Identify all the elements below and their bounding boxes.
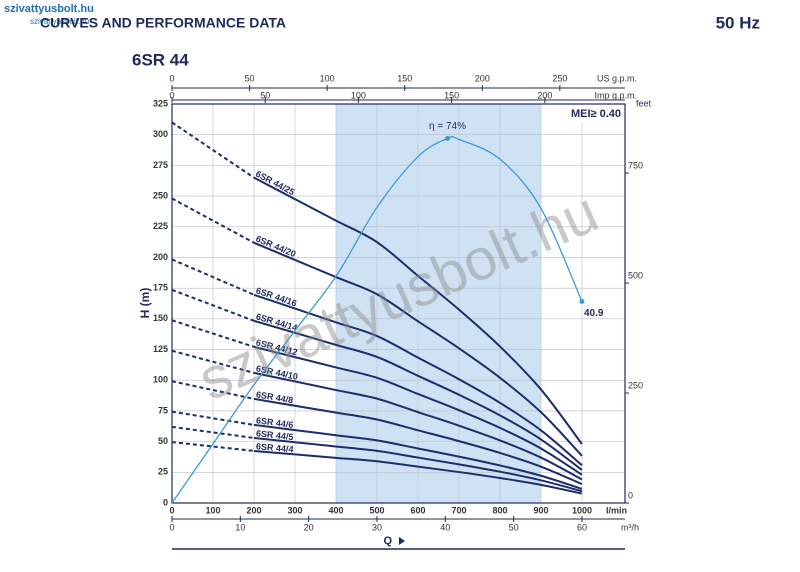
y-tick-label: 250 — [153, 190, 168, 200]
x-tick-label: 400 — [328, 505, 343, 515]
y-tick-label: 0 — [163, 497, 168, 507]
y-tick-label: 175 — [153, 283, 168, 293]
pump-curve — [253, 449, 583, 495]
top-tick-label: 100 — [351, 90, 366, 100]
y-tick-label: 50 — [158, 436, 168, 446]
y2-tick-label: 750 — [628, 160, 643, 170]
y-tick-label: 325 — [153, 98, 168, 108]
pump-curve — [171, 380, 255, 400]
mei-box — [557, 105, 624, 122]
bottom-tick-label: 60 — [577, 522, 587, 532]
bottom-tick-label: 10 — [235, 522, 245, 532]
efficiency-end-label: 40.9 — [584, 308, 604, 319]
y2-tick-label: 0 — [628, 490, 633, 500]
top-tick-label: 150 — [444, 90, 459, 100]
x-tick-label: 1000 — [572, 505, 592, 515]
x-tick-label: 200 — [246, 505, 261, 515]
top-axis-label: Imp g.p.m. — [594, 90, 637, 100]
pump-curve — [171, 288, 255, 322]
top-tick-label: 200 — [475, 73, 490, 83]
pump-curve — [253, 293, 583, 467]
x-tick-label: 600 — [410, 505, 425, 515]
y-tick-label: 25 — [158, 467, 168, 477]
curve-label: 6SR 44/25 — [254, 169, 296, 198]
pump-curve — [171, 425, 255, 439]
bottom-tick-label: 40 — [440, 522, 450, 532]
x-tick-label: 800 — [492, 505, 507, 515]
y-tick-label: 100 — [153, 375, 168, 385]
top-tick-label: 100 — [320, 73, 335, 83]
model: 6SR 44 — [132, 50, 189, 69]
pump-curve — [253, 345, 583, 476]
pump-curve — [171, 410, 255, 426]
arrow — [399, 537, 405, 545]
pump-curve — [253, 319, 583, 471]
y-tick-label: 200 — [153, 252, 168, 262]
plot-frame — [171, 103, 626, 504]
top-tick-label: 0 — [169, 73, 174, 83]
efficiency-point — [444, 135, 450, 141]
pump-curve — [253, 423, 583, 490]
x2-unit: m³/h — [621, 522, 639, 532]
bottom-tick-label: 0 — [169, 522, 174, 532]
pump-curve — [253, 371, 583, 481]
x-tick-label: 900 — [533, 505, 548, 515]
curve-label: 6SR 44/6 — [255, 415, 293, 430]
mei: MEI≥ 0.40 — [571, 108, 621, 120]
y2-tick-label: 500 — [628, 270, 643, 280]
y2-axis-label: feet — [636, 98, 652, 108]
x-tick-label: 500 — [369, 505, 384, 515]
pump-curve — [171, 349, 255, 374]
x-tick-label: 100 — [205, 505, 220, 515]
y-tick-label: 150 — [153, 313, 168, 323]
brand-small: szivattyusbolt.hu — [30, 17, 89, 26]
pump-curve — [171, 441, 255, 452]
top-tick-label: 200 — [537, 90, 552, 100]
x-unit: l/min — [606, 505, 627, 515]
efficiency-peak-label: η = 74% — [429, 121, 466, 132]
pump-curve — [253, 241, 583, 457]
pump-curve — [253, 436, 583, 493]
y-tick-label: 275 — [153, 160, 168, 170]
top-tick-label: 150 — [397, 73, 412, 83]
bottom-tick-label: 30 — [372, 522, 382, 532]
efficiency-curve — [171, 135, 583, 504]
efficiency-point — [579, 299, 585, 305]
x-tick-label: 700 — [451, 505, 466, 515]
x-tick-label: 0 — [169, 505, 174, 515]
x-tick-label: 300 — [287, 505, 302, 515]
top-tick-label: 50 — [245, 73, 255, 83]
bottom-tick-label: 50 — [509, 522, 519, 532]
pump-curve — [253, 176, 583, 445]
pump-curve — [171, 319, 255, 348]
pump-curve — [171, 121, 255, 179]
y-tick-label: 125 — [153, 344, 168, 354]
y-tick-label: 75 — [158, 405, 168, 415]
pump-curve — [171, 258, 255, 296]
brand: szivattyusbolt.hu — [4, 3, 94, 15]
top-axis-label: US g.p.m. — [597, 73, 637, 83]
curve-label: 6SR 44/4 — [256, 441, 294, 454]
y-tick-label: 225 — [153, 221, 168, 231]
top-tick-label: 0 — [169, 90, 174, 100]
pump-curve — [253, 397, 583, 486]
chart-title: CURVES AND PERFORMANCE DATA — [40, 15, 286, 31]
x-axis-label: Q — [383, 535, 392, 547]
y2-tick-label: 250 — [628, 380, 643, 390]
curve-label: 6SR 44/5 — [256, 428, 294, 442]
pump-curve — [171, 197, 255, 244]
bottom-tick-label: 20 — [304, 522, 314, 532]
top-tick-label: 50 — [260, 90, 270, 100]
frequency: 50 Hz — [716, 13, 760, 32]
top-tick-label: 250 — [552, 73, 567, 83]
y-tick-label: 300 — [153, 129, 168, 139]
y-axis-label: H (m) — [138, 288, 152, 319]
curve-label: 6SR 44/16 — [255, 285, 299, 308]
